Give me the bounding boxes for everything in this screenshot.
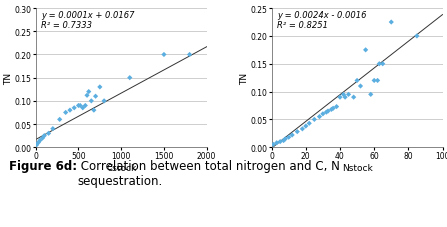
Point: [413, 35, 421, 39]
Point: [333, 105, 340, 109]
Point: [37, 139, 44, 143]
Point: [302, 125, 309, 128]
Point: [357, 85, 364, 89]
Point: [62, 111, 69, 115]
Point: [289, 133, 296, 137]
Point: [306, 122, 313, 126]
Point: [96, 86, 103, 89]
Point: [45, 132, 52, 136]
Point: [75, 104, 82, 108]
Point: [126, 76, 133, 80]
Point: [39, 136, 46, 140]
Point: [325, 110, 332, 113]
Text: Correlation between total nitrogen and C, N
sequestration.: Correlation between total nitrogen and C…: [77, 159, 340, 187]
Point: [160, 53, 168, 57]
Point: [33, 143, 40, 147]
Point: [299, 127, 306, 131]
Point: [350, 96, 357, 99]
Point: [277, 140, 284, 144]
Point: [270, 143, 277, 147]
Point: [294, 130, 301, 134]
Point: [90, 109, 97, 112]
Text: y = 0.0024x - 0.0016
R² = 0.8251: y = 0.0024x - 0.0016 R² = 0.8251: [277, 10, 366, 30]
Point: [56, 118, 63, 122]
Point: [319, 113, 326, 116]
Y-axis label: TN: TN: [4, 72, 13, 84]
Point: [329, 107, 337, 111]
Point: [374, 79, 381, 83]
Point: [92, 95, 99, 99]
Point: [66, 109, 73, 112]
Point: [371, 79, 378, 83]
Point: [388, 21, 395, 25]
Point: [285, 136, 292, 139]
Text: Figure 6d:: Figure 6d:: [9, 159, 77, 172]
Point: [316, 115, 323, 119]
Point: [88, 100, 95, 103]
Point: [379, 63, 386, 66]
Point: [76, 104, 84, 108]
Point: [101, 100, 108, 103]
Point: [367, 93, 374, 97]
Point: [35, 141, 42, 145]
Point: [71, 106, 78, 110]
Y-axis label: TN: TN: [240, 72, 249, 84]
Point: [273, 141, 280, 145]
Point: [85, 90, 93, 94]
Point: [362, 49, 369, 52]
Text: y = 0.0001x + 0.0167
R² = 0.7333: y = 0.0001x + 0.0167 R² = 0.7333: [41, 10, 135, 30]
Point: [328, 108, 335, 112]
X-axis label: Nstock: Nstock: [342, 163, 372, 172]
Point: [282, 137, 289, 141]
Point: [345, 93, 352, 97]
Point: [41, 134, 48, 138]
Point: [337, 96, 344, 99]
Point: [79, 106, 86, 110]
X-axis label: Cstock: Cstock: [106, 163, 136, 172]
Point: [280, 139, 287, 143]
Point: [49, 127, 56, 131]
Point: [323, 111, 330, 114]
Point: [342, 96, 349, 99]
Point: [186, 53, 193, 57]
Point: [354, 79, 361, 83]
Point: [82, 104, 89, 108]
Point: [84, 94, 91, 98]
Point: [311, 118, 318, 122]
Point: [376, 63, 383, 66]
Point: [340, 93, 347, 97]
